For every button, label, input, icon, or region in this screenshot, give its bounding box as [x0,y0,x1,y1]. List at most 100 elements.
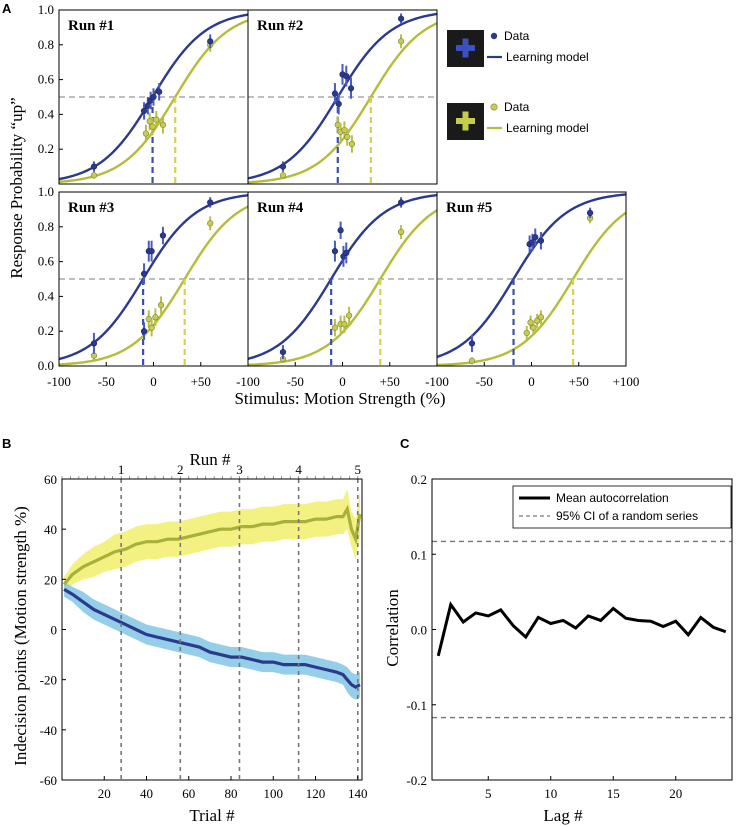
yellow-data-point [149,123,156,130]
panel-c-y-label: Correlation [383,589,402,667]
x-tick-label: +50 [569,374,589,389]
panel-letter-b: B [2,436,11,451]
yellow-data-point [523,329,530,337]
blue-data-point [468,340,476,347]
legend-yellow-model-label: Learning model [506,121,589,135]
blue-data-point [90,340,98,347]
x-tick-label: 0 [150,374,157,389]
run-title: Run #1 [68,18,114,34]
blue-data-point [347,85,355,92]
panel-letter-c: C [400,436,410,451]
blue-data-point [532,234,539,241]
y-tick-label: -40 [40,723,57,738]
blue-data-point [150,93,157,101]
panel-a: Response Probability “up” Stimulus: Moti… [7,2,639,408]
yellow-model-curve [247,22,438,184]
yellow-data-point [341,321,348,328]
panel-a-y-label: Response Probability “up” [7,97,26,278]
yellow-data-point [153,116,160,123]
y-tick-label: 0.2 [38,141,54,156]
x-tick-label: 0 [528,374,535,389]
blue-data-point [207,199,214,206]
x-tick-label: -100 [425,374,449,389]
blue-data-point [586,209,594,216]
blue-model-curve [247,12,438,180]
yellow-data-point [159,121,167,128]
y-tick-label: -0.1 [406,698,427,713]
yellow-data-point [468,357,476,364]
y-tick-label: 0.0 [411,623,427,638]
blue-data-point [140,328,148,335]
x-tick-label: -100 [236,374,260,389]
run-title: Run #2 [257,18,303,34]
legend-mean-label: Mean autocorrelation [556,491,669,505]
blue-data-point [537,237,545,244]
blue-indecision-line [63,587,361,690]
run-number-label: 3 [236,462,243,477]
legend-blue-data-label: Data [504,29,530,43]
y-tick-label: 0.6 [38,254,55,269]
panel-b: Indecision points (Motion strength %) Ru… [11,450,368,825]
blue-data-point [207,38,214,45]
yellow-data-point [279,172,287,179]
y-tick-label: -60 [40,773,57,788]
y-tick-label: 0.4 [38,288,55,303]
y-tick-label: 0.8 [38,37,54,52]
x-tick-label: 80 [225,786,238,801]
autocorrelation-line [436,601,727,657]
run-number-label: 5 [355,462,362,477]
x-tick-label: 15 [607,786,620,801]
yellow-model-curve [247,209,438,367]
x-tick-label: -100 [47,374,71,389]
panel-b-y-label: Indecision points (Motion strength %) [11,506,30,766]
blue-data-point [343,73,350,80]
y-tick-label: 0.2 [38,323,54,338]
legend-blue-model-label: Learning model [506,50,589,64]
legend-yellow-data-label: Data [504,100,530,114]
panel-c-x-label: Lag # [543,806,583,825]
yellow-data-point [90,172,98,179]
legend-yellow-data-marker [490,103,498,111]
x-tick-label: -50 [98,374,115,389]
y-tick-label: 0.6 [38,72,55,87]
x-tick-label: +50 [191,374,211,389]
x-tick-label: +50 [380,374,400,389]
y-tick-label: 0.8 [38,219,54,234]
run-panel-5: Run #5 [436,191,627,367]
yellow-data-point [537,314,545,321]
x-tick-label: 40 [140,786,153,801]
x-tick-label: 20 [669,786,682,801]
blue-plus-icon [456,38,475,58]
yellow-data-point [397,38,405,45]
x-tick-label: 60 [182,786,195,801]
run-panel-2: Run #2 [247,9,438,185]
run-number-label: 4 [295,462,302,477]
yellow-data-point [344,133,351,141]
blue-data-point [335,100,342,108]
panel-c-legend-box [512,485,732,529]
y-tick-label: 1.0 [38,184,54,199]
blue-confidence-band [64,581,360,700]
legend-ci-label: 95% CI of a random series [556,509,698,523]
blue-model-curve [436,193,627,358]
panel-c: Correlation Lag # -0.2 -0.1 0.0 0.1 0.2 5 10 15… [383,472,733,825]
yellow-data-point [148,324,155,331]
x-tick-label: 10 [544,786,557,801]
panel-c-legend: Mean autocorrelation 95% CI of a random … [512,485,732,529]
x-tick-label: -50 [476,374,493,389]
y-tick-label: 40 [44,522,57,537]
y-tick-label: 0.4 [38,106,55,121]
y-tick-label: 0.1 [411,547,427,562]
blue-model-curve [58,194,249,361]
y-tick-label: 0.0 [38,358,54,373]
y-tick-label: 0 [51,623,58,638]
y-tick-label: 1.0 [38,2,54,17]
yellow-plus-icon [456,111,475,131]
blue-data-point [140,107,148,115]
run-title: Run #4 [257,200,304,216]
panel-b-top-title: Run # [189,450,231,469]
yellow-data-point [331,324,339,331]
y-tick-label: -0.2 [406,773,427,788]
yellow-data-point [397,228,405,236]
